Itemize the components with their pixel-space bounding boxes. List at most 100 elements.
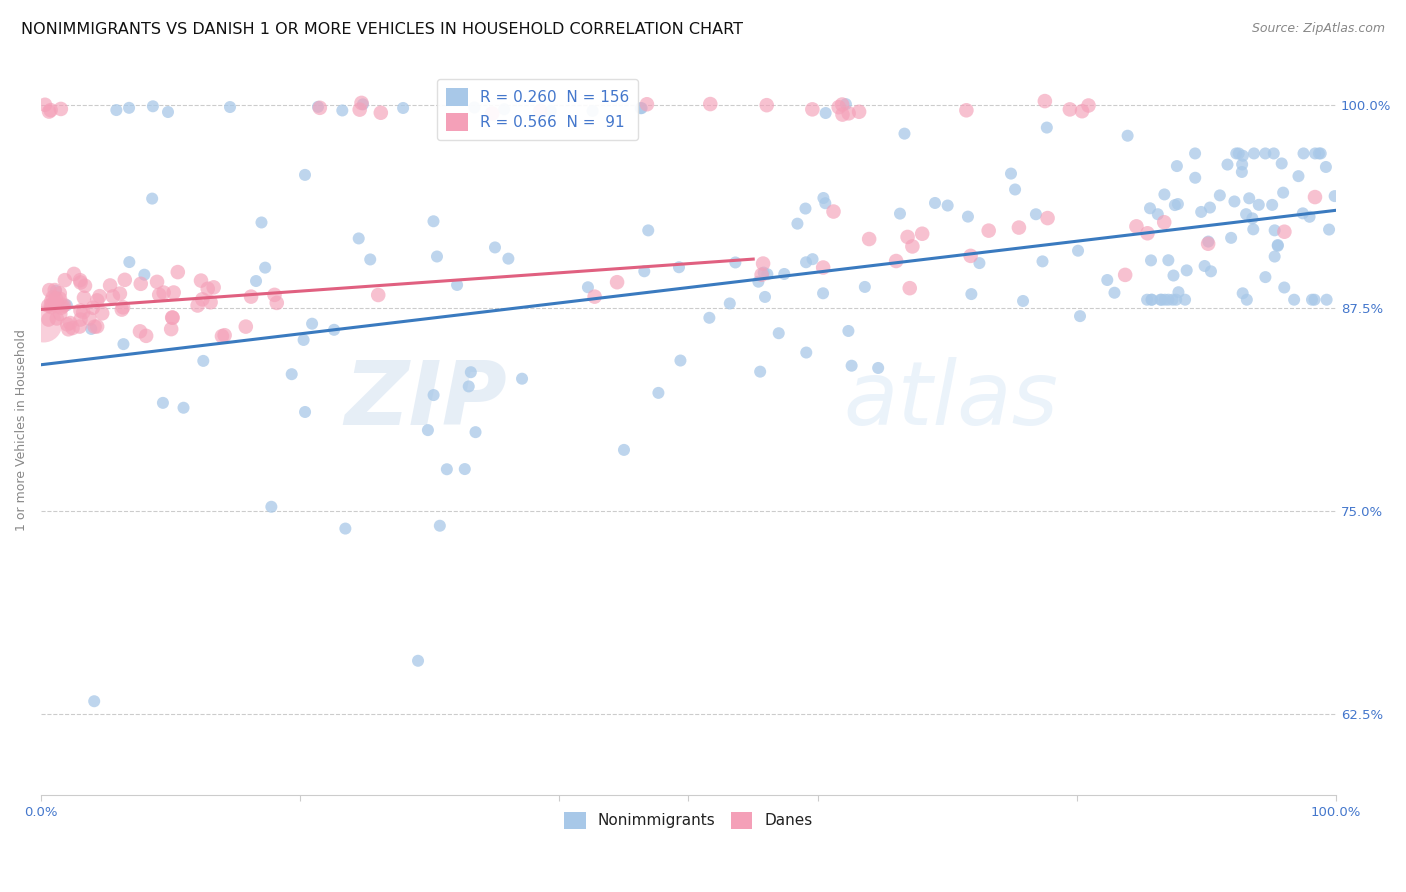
Point [1272, 280, 1295, 294]
Point [1274, 225, 1296, 239]
Point [837, 324, 859, 338]
Point [794, 255, 817, 269]
Point [56, 318, 79, 332]
Point [1136, 293, 1159, 307]
Point [101, 289, 124, 303]
Point [58, 322, 80, 336]
Point [1220, 231, 1243, 245]
Point [45, 284, 67, 298]
Point [52, 299, 75, 313]
Point [1004, 182, 1026, 196]
Point [105, 103, 128, 117]
Point [347, 231, 370, 245]
Point [1157, 293, 1180, 307]
Point [1166, 159, 1188, 173]
Point [1315, 160, 1337, 174]
Point [134, 268, 156, 282]
Point [838, 106, 860, 120]
Point [801, 103, 824, 117]
Point [330, 103, 353, 118]
Point [280, 367, 302, 381]
Point [1000, 167, 1022, 181]
Point [1031, 254, 1053, 268]
Point [51, 301, 73, 315]
Point [214, 328, 236, 343]
Point [39, 103, 62, 117]
Point [38, 283, 60, 297]
Point [884, 254, 907, 268]
Point [1241, 222, 1264, 236]
Point [72, 305, 94, 319]
Point [801, 252, 824, 267]
Point [112, 337, 135, 351]
Point [52, 298, 75, 312]
Point [576, 280, 599, 294]
Point [747, 275, 769, 289]
Point [893, 127, 915, 141]
Point [156, 105, 179, 120]
Point [1254, 270, 1277, 285]
Point [868, 361, 890, 376]
Point [250, 215, 273, 229]
Point [814, 106, 837, 120]
Point [827, 100, 849, 114]
Point [1184, 146, 1206, 161]
Point [352, 97, 374, 112]
Point [235, 319, 257, 334]
Point [1036, 120, 1059, 135]
Point [1033, 94, 1056, 108]
Point [858, 232, 880, 246]
Point [56, 298, 79, 312]
Point [426, 250, 449, 264]
Point [129, 324, 152, 338]
Point [1097, 273, 1119, 287]
Point [699, 310, 721, 325]
Point [266, 296, 288, 310]
Point [53, 273, 76, 287]
Point [323, 323, 346, 337]
Point [1199, 201, 1222, 215]
Point [494, 102, 516, 116]
Point [118, 101, 141, 115]
Point [699, 97, 721, 112]
Point [148, 287, 170, 301]
Point [160, 322, 183, 336]
Point [831, 97, 853, 112]
Point [1234, 207, 1257, 221]
Point [38, 312, 60, 326]
Point [1292, 146, 1315, 161]
Point [1150, 293, 1173, 307]
Point [63, 267, 86, 281]
Point [1254, 146, 1277, 161]
Point [718, 296, 741, 310]
Point [1298, 210, 1320, 224]
Point [464, 425, 486, 439]
Point [202, 280, 225, 294]
Point [240, 290, 263, 304]
Point [630, 101, 652, 115]
Point [422, 214, 444, 228]
Point [1316, 293, 1339, 307]
Point [370, 105, 392, 120]
Point [335, 522, 357, 536]
Point [1236, 293, 1258, 307]
Point [308, 101, 330, 115]
Point [794, 202, 817, 216]
Point [1292, 206, 1315, 220]
Point [254, 260, 277, 275]
Point [724, 255, 747, 269]
Point [768, 326, 790, 341]
Point [460, 365, 482, 379]
Point [1189, 205, 1212, 219]
Point [1309, 146, 1331, 161]
Point [1149, 293, 1171, 307]
Point [108, 286, 131, 301]
Point [606, 275, 628, 289]
Point [91, 306, 114, 320]
Point [82, 301, 104, 315]
Point [633, 264, 655, 278]
Point [853, 280, 876, 294]
Point [173, 401, 195, 415]
Point [901, 239, 924, 253]
Point [83, 319, 105, 334]
